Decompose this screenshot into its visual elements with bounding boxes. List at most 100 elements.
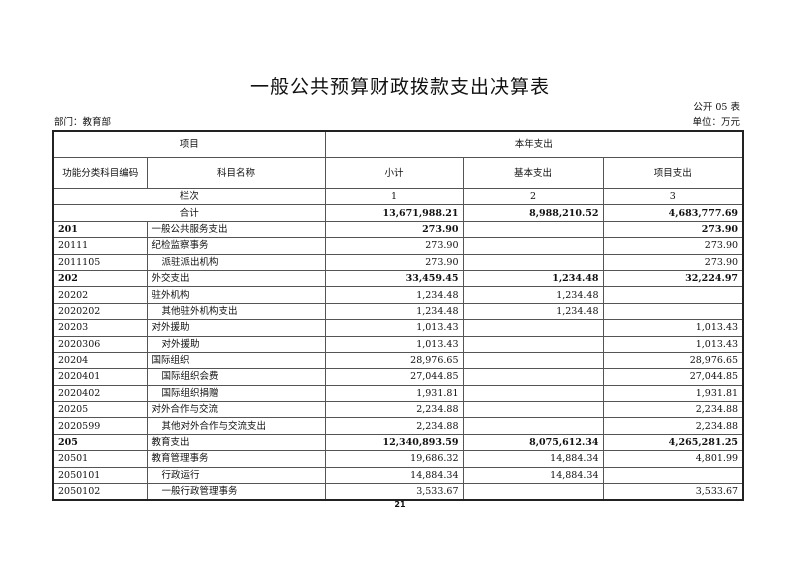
row-code: 20501 (52, 450, 148, 468)
row-subtotal: 1,234.48 (324, 302, 464, 321)
row-name: 对外援助 (146, 319, 326, 337)
header-current-year: 本年支出 (324, 130, 744, 158)
row-basic (462, 384, 604, 403)
table-row: 2011105 派驻派出机构 273.90 273.90 (52, 253, 744, 271)
row-name: 一般公共服务支出 (146, 220, 326, 239)
header-name: 科目名称 (146, 157, 326, 189)
row-project: 27,044.85 (602, 368, 744, 386)
row-code: 2020402 (52, 384, 148, 403)
row-project: 2,234.88 (602, 417, 744, 435)
row-code: 205 (52, 433, 148, 452)
row-name: 派驻派出机构 (146, 253, 326, 271)
unit-label: 单位：万元 (692, 117, 740, 128)
row-name: 一般行政管理事务 (146, 483, 326, 501)
row-code: 20203 (52, 319, 148, 337)
table-row: 20202 驻外机构 1,234.48 1,234.48 (52, 286, 744, 304)
row-name: 纪检监察事务 (146, 237, 326, 255)
row-subtotal: 273.90 (324, 253, 464, 271)
header-code: 功能分类科目编码 (52, 157, 148, 189)
total-project: 4,683,777.69 (602, 204, 744, 222)
table-row: 2020402 国际组织捐赠 1,931.81 1,931.81 (52, 384, 744, 403)
row-basic (462, 220, 604, 239)
column-index-label: 栏次 (52, 187, 326, 206)
row-subtotal: 27,044.85 (324, 368, 464, 386)
header-basic: 基本支出 (462, 157, 604, 189)
expenditure-table: 项目 本年支出 功能分类科目编码 科目名称 小计 基本支出 项目支出 栏次 1 … (52, 130, 745, 502)
row-subtotal: 28,976.65 (324, 351, 464, 370)
row-code: 2020401 (52, 368, 148, 386)
total-row: 合计 13,671,988.21 8,988,210.52 4,683,777.… (52, 204, 744, 222)
row-basic: 8,075,612.34 (462, 433, 604, 452)
row-subtotal: 14,884.34 (324, 466, 464, 485)
column-index-row: 栏次 1 2 3 (52, 187, 744, 206)
total-basic: 8,988,210.52 (462, 204, 604, 222)
form-number: 公开 05 表 (693, 102, 740, 113)
row-basic (462, 351, 604, 370)
row-basic: 1,234.48 (462, 269, 604, 288)
row-subtotal: 273.90 (324, 220, 464, 239)
row-basic: 14,884.34 (462, 450, 604, 468)
row-basic (462, 417, 604, 435)
row-subtotal: 19,686.32 (324, 450, 464, 468)
row-project: 1,013.43 (602, 335, 744, 353)
row-subtotal: 12,340,893.59 (324, 433, 464, 452)
row-subtotal: 3,533.67 (324, 483, 464, 501)
row-code: 2020306 (52, 335, 148, 353)
column-index-2: 2 (462, 187, 604, 206)
row-name: 其他驻外机构支出 (146, 302, 326, 321)
row-name: 国际组织 (146, 351, 326, 370)
row-project: 1,931.81 (602, 384, 744, 403)
row-name: 行政运行 (146, 466, 326, 485)
table-row: 20205 对外合作与交流 2,234.88 2,234.88 (52, 401, 744, 419)
row-basic (462, 483, 604, 501)
column-index-1: 1 (324, 187, 464, 206)
row-code: 20111 (52, 237, 148, 255)
total-subtotal: 13,671,988.21 (324, 204, 464, 222)
header-item: 项目 (52, 130, 326, 158)
row-name: 驻外机构 (146, 286, 326, 304)
header-project: 项目支出 (602, 157, 744, 189)
header-row-1: 项目 本年支出 (52, 130, 744, 158)
row-basic (462, 335, 604, 353)
row-project: 32,224.97 (602, 269, 744, 288)
row-name: 教育管理事务 (146, 450, 326, 468)
row-code: 20202 (52, 286, 148, 304)
total-label: 合计 (52, 204, 326, 222)
page-number: 21 (394, 500, 406, 509)
header-row-2: 功能分类科目编码 科目名称 小计 基本支出 项目支出 (52, 157, 744, 189)
row-project: 273.90 (602, 220, 744, 239)
table-row: 2050102 一般行政管理事务 3,533.67 3,533.67 (52, 483, 744, 501)
table-row: 20501 教育管理事务 19,686.32 14,884.34 4,801.99 (52, 450, 744, 468)
table-row: 2020599 其他对外合作与交流支出 2,234.88 2,234.88 (52, 417, 744, 435)
page-title: 一般公共预算财政拨款支出决算表 (249, 76, 550, 98)
row-name: 对外合作与交流 (146, 401, 326, 419)
row-basic: 1,234.48 (462, 286, 604, 304)
row-code: 2050102 (52, 483, 148, 501)
row-project (602, 302, 744, 321)
row-subtotal: 1,013.43 (324, 319, 464, 337)
row-code: 20204 (52, 351, 148, 370)
row-project: 3,533.67 (602, 483, 744, 501)
department-label: 部门：教育部 (54, 117, 112, 128)
row-project: 1,013.43 (602, 319, 744, 337)
row-code: 2020202 (52, 302, 148, 321)
header-subtotal: 小计 (324, 157, 464, 189)
row-code: 201 (52, 220, 148, 239)
row-subtotal: 33,459.45 (324, 269, 464, 288)
row-code: 2011105 (52, 253, 148, 271)
row-basic (462, 253, 604, 271)
row-basic: 14,884.34 (462, 466, 604, 485)
table-row: 20111 纪检监察事务 273.90 273.90 (52, 237, 744, 255)
table-row: 2050101 行政运行 14,884.34 14,884.34 (52, 466, 744, 485)
row-code: 2050101 (52, 466, 148, 485)
row-basic (462, 401, 604, 419)
table-row: 205 教育支出 12,340,893.59 8,075,612.34 4,265,28… (52, 433, 744, 452)
table-row: 2020401 国际组织会费 27,044.85 27,044.85 (52, 368, 744, 386)
row-basic (462, 319, 604, 337)
row-basic (462, 368, 604, 386)
row-name: 其他对外合作与交流支出 (146, 417, 326, 435)
row-project (602, 466, 744, 485)
row-project: 28,976.65 (602, 351, 744, 370)
row-code: 2020599 (52, 417, 148, 435)
row-subtotal: 1,013.43 (324, 335, 464, 353)
